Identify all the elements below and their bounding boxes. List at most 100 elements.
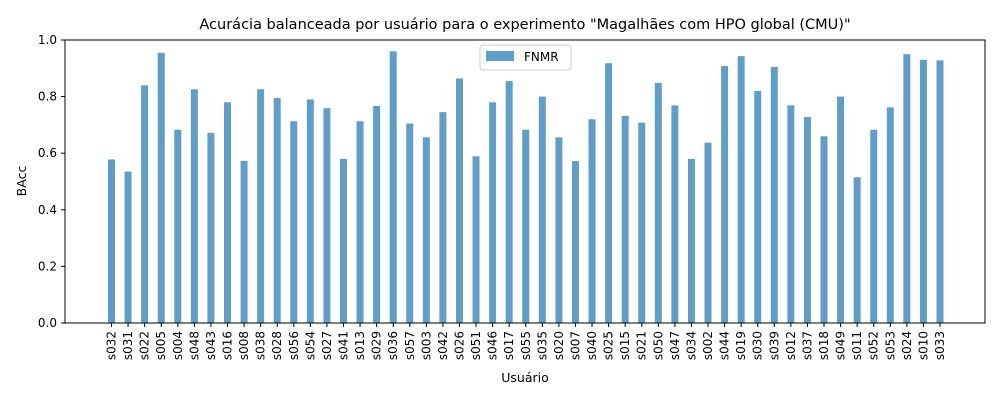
- bar-s003: [422, 137, 430, 323]
- bar-s017: [505, 81, 513, 323]
- x-tick-label: s039: [767, 331, 781, 360]
- bar-s028: [273, 98, 281, 323]
- bar-s034: [687, 158, 695, 323]
- x-tick-label: s055: [519, 331, 533, 360]
- bar-s004: [174, 129, 182, 323]
- x-tick-label: s021: [635, 331, 649, 360]
- x-tick-label: s044: [718, 331, 732, 360]
- x-tick-label: s003: [419, 331, 433, 360]
- bar-s019: [737, 56, 745, 323]
- x-tick-label: s046: [486, 331, 500, 360]
- bar-s043: [207, 132, 215, 323]
- x-tick-label: s004: [171, 331, 185, 360]
- bar-s033: [936, 60, 944, 323]
- chart-title: Acurácia balanceada por usuário para o e…: [199, 17, 850, 33]
- x-tick-label: s017: [502, 331, 516, 360]
- x-axis: s032 s031 s022 s005 s004 s048 s043 s016 s008 s038…: [105, 323, 947, 360]
- y-tick-label: 0.8: [38, 90, 57, 104]
- x-tick-label: s027: [320, 331, 334, 360]
- x-tick-label: s028: [270, 331, 284, 360]
- x-tick-label: s010: [916, 331, 930, 360]
- bar-s053: [886, 107, 894, 323]
- x-tick-label: s035: [535, 331, 549, 360]
- bar-s044: [721, 66, 729, 323]
- x-tick-label: s031: [121, 331, 135, 360]
- x-tick-label: s024: [900, 331, 914, 360]
- bar-s024: [903, 54, 911, 324]
- bar-s007: [571, 161, 579, 323]
- x-tick-label: s037: [800, 331, 814, 360]
- x-tick-label: s002: [701, 331, 715, 360]
- bar-s046: [489, 102, 497, 323]
- bar-s011: [853, 177, 861, 323]
- y-axis-label: BAcc: [14, 166, 29, 197]
- bar-s052: [870, 129, 878, 323]
- x-tick-label: s032: [105, 331, 119, 360]
- bar-s010: [919, 59, 927, 324]
- x-tick-label: s053: [883, 331, 897, 360]
- bar-s042: [439, 112, 447, 323]
- bar-s013: [356, 121, 364, 323]
- x-tick-label: s040: [585, 331, 599, 360]
- x-tick-label: s033: [933, 331, 947, 360]
- legend-swatch: [486, 51, 514, 61]
- x-tick-label: s008: [237, 331, 251, 360]
- x-tick-label: s026: [452, 331, 466, 360]
- x-tick-label: s038: [254, 331, 268, 360]
- bar-s032: [108, 159, 115, 323]
- x-tick-label: s051: [469, 331, 483, 360]
- y-tick-label: 1.0: [38, 33, 57, 47]
- x-tick-label: s030: [751, 331, 765, 360]
- x-tick-label: s034: [684, 331, 698, 360]
- x-tick-label: s022: [138, 331, 152, 360]
- plot-frame: [64, 39, 986, 324]
- y-tick-label: 0.2: [38, 259, 57, 273]
- bar-s015: [621, 115, 629, 323]
- bar-s012: [787, 105, 795, 324]
- bar-s018: [820, 136, 828, 323]
- bar-s051: [472, 156, 480, 323]
- bar-s030: [754, 90, 762, 323]
- bar-s022: [141, 85, 149, 323]
- x-tick-label: s019: [734, 331, 748, 360]
- x-tick-label: s011: [850, 331, 864, 360]
- bar-s016: [223, 102, 231, 323]
- bar-s035: [538, 96, 546, 323]
- bar-s038: [257, 89, 265, 324]
- bar-s047: [671, 105, 679, 324]
- x-tick-label: s013: [353, 331, 367, 360]
- x-tick-label: s012: [784, 331, 798, 360]
- x-tick-label: s015: [618, 331, 632, 360]
- x-tick-label: s048: [187, 331, 201, 360]
- x-tick-label: s029: [370, 331, 384, 360]
- x-axis-label: Usuário: [501, 370, 549, 385]
- bar-s050: [654, 83, 662, 324]
- x-tick-label: s052: [867, 331, 881, 360]
- y-tick-label: 0.6: [38, 146, 57, 160]
- x-tick-label: s005: [154, 331, 168, 360]
- legend: FNMR: [479, 44, 572, 71]
- bar-s048: [190, 89, 198, 324]
- y-tick-label: 0.0: [38, 316, 57, 330]
- bar-s020: [555, 137, 563, 323]
- bar-s037: [803, 116, 811, 323]
- bar-s021: [638, 122, 646, 323]
- x-tick-label: s036: [386, 331, 400, 360]
- bar-s040: [588, 119, 596, 324]
- x-tick-label: s018: [817, 331, 831, 360]
- bar-s005: [157, 52, 165, 324]
- bar-s054: [306, 99, 314, 324]
- bar-s036: [389, 51, 397, 323]
- x-tick-label: s049: [834, 331, 848, 360]
- bar-s039: [770, 66, 778, 323]
- bar-s026: [455, 78, 463, 324]
- bar-s055: [522, 129, 530, 323]
- x-tick-label: s050: [651, 331, 665, 360]
- x-tick-label: s041: [336, 331, 350, 360]
- x-tick-label: s054: [303, 331, 317, 360]
- bar-s025: [605, 63, 613, 324]
- bar-s031: [124, 171, 132, 323]
- x-tick-label: s020: [552, 331, 566, 360]
- x-tick-label: s016: [220, 331, 234, 360]
